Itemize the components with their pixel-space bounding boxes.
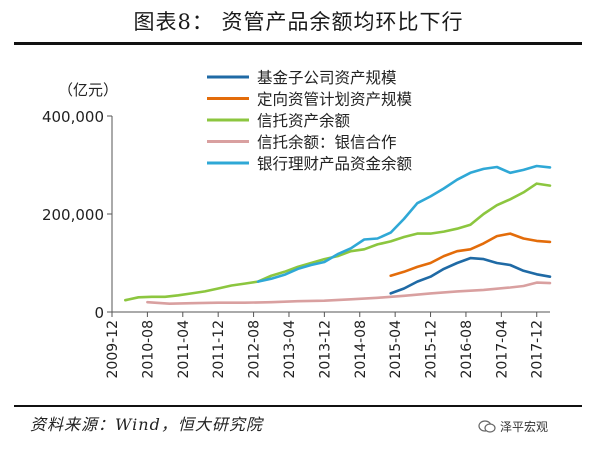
chat-bubble-icon: [478, 419, 496, 433]
x-tick-label: 2017-04: [494, 320, 510, 379]
series-line-3: [124, 182, 552, 302]
x-tick-label: 2017-12: [530, 320, 546, 379]
x-tick-label: 2016-08: [459, 320, 475, 379]
x-tick-label: 2014-08: [353, 320, 369, 379]
legend-label: 基金子公司资产规模: [257, 69, 397, 87]
x-tick-label: 2015-12: [424, 320, 440, 379]
x-tick-label: 2015-04: [388, 320, 404, 379]
axes-group: （亿元） 0 200,000 400,000 2009-12 2010-08 2011-04…: [42, 81, 550, 379]
x-tick-label: 2009-12: [105, 320, 121, 379]
brand-mark: 泽平宏观: [478, 418, 548, 435]
y-tick-label: 200,000: [42, 206, 104, 224]
legend-label: 银行理财产品资金余额: [257, 154, 413, 173]
series-line-5: [256, 164, 552, 283]
legend-label: 信托余额：银信合作: [257, 133, 397, 152]
legend-label: 信托资产余额: [257, 111, 351, 130]
source-note: 资料来源：Wind，恒大研究院: [30, 415, 263, 434]
top-rule: [14, 42, 582, 45]
x-tick-label: 2011-04: [176, 320, 192, 379]
x-tick-label: 2013-12: [317, 320, 333, 379]
series-line-1: [389, 256, 552, 295]
x-tick-label: 2012-08: [247, 320, 263, 379]
x-tick-label: 2011-12: [211, 320, 227, 379]
legend-label: 定向资管计划资产规模: [257, 91, 412, 109]
series-layer: [124, 164, 552, 305]
x-tick-label: 2010-08: [140, 320, 156, 379]
legend: 基金子公司资产规模定向资管计划资产规模信托资产余额信托余额：银信合作银行理财产品…: [207, 69, 413, 173]
chart-title: 图表8： 资管产品余额均环比下行: [133, 10, 464, 34]
y-tick-label: 400,000: [42, 108, 104, 126]
series-line-2: [389, 232, 552, 277]
series-line-4: [146, 281, 552, 305]
y-tick-label: 0: [94, 304, 104, 322]
bottom-rule: [14, 405, 582, 407]
x-tick-label: 2013-04: [282, 320, 298, 379]
unit-label: （亿元）: [58, 81, 118, 99]
brand-name: 泽平宏观: [500, 420, 549, 434]
